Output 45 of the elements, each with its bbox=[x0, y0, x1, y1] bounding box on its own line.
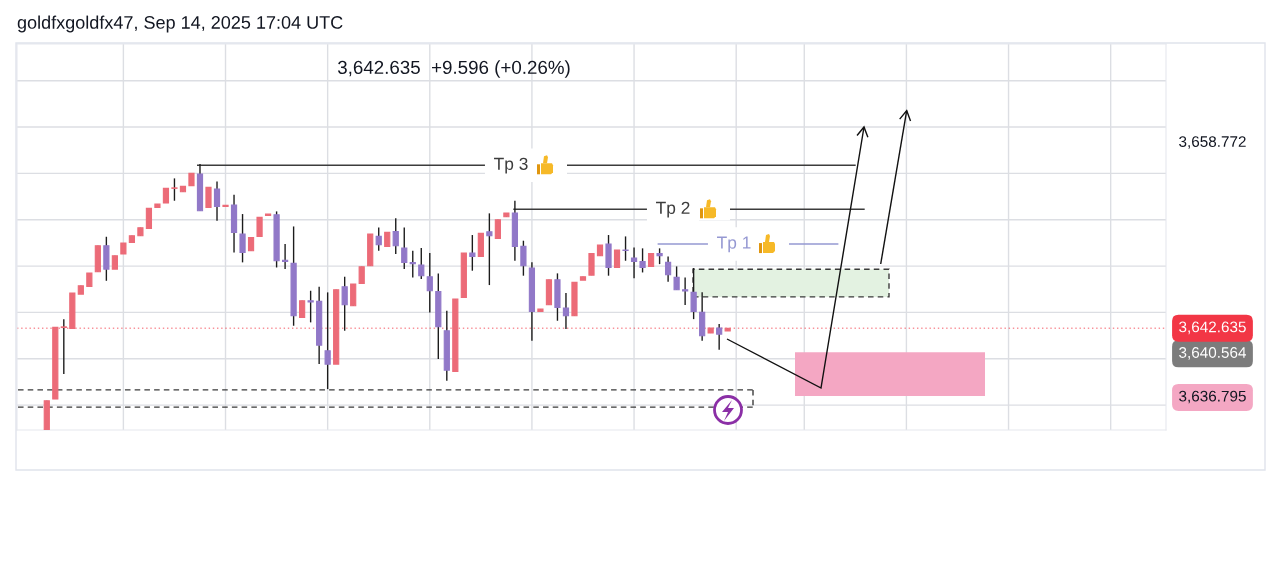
candlestick bbox=[716, 323, 723, 351]
candlestick bbox=[639, 247, 646, 274]
candlestick bbox=[622, 235, 629, 262]
annotation: 3,642.635 +9.596 (+0.26%) bbox=[337, 60, 570, 78]
candlestick bbox=[350, 283, 357, 307]
candlestick bbox=[341, 276, 348, 332]
y-tick-label: 3,640.564 bbox=[1179, 347, 1247, 360]
ref-line-label: 3,642.635 bbox=[1179, 321, 1246, 335]
candlestick bbox=[213, 180, 221, 222]
candlestick bbox=[281, 243, 289, 270]
candlestick bbox=[494, 219, 501, 240]
candlestick bbox=[205, 186, 212, 209]
candlestick bbox=[673, 265, 680, 291]
candlestick bbox=[426, 252, 433, 314]
candlestick bbox=[392, 217, 399, 255]
candlestick bbox=[256, 216, 263, 237]
ref-line-label: Tp 1 bbox=[717, 236, 751, 253]
candlestick bbox=[239, 213, 246, 264]
candlestick bbox=[605, 234, 612, 277]
candlestick bbox=[171, 177, 178, 202]
ref-line-label: Tp 2 bbox=[656, 201, 690, 218]
candlestick bbox=[477, 232, 484, 258]
y-tick-label: 3,658.772 bbox=[1179, 136, 1246, 149]
candlestick bbox=[520, 240, 527, 277]
candlestick bbox=[60, 318, 67, 375]
chart-title: goldfxgoldfx47, Sep 14, 2025 17:04 UTC bbox=[17, 15, 343, 33]
candlestick bbox=[145, 207, 153, 229]
candlestick bbox=[324, 291, 331, 390]
candlestick bbox=[486, 212, 493, 286]
candlestick bbox=[409, 250, 416, 279]
candlestick bbox=[630, 246, 638, 280]
ref-line-label: Tp 3 bbox=[494, 157, 528, 174]
candlestick bbox=[418, 247, 425, 280]
candlestick bbox=[307, 290, 314, 324]
candlestick bbox=[690, 267, 697, 320]
y-tick-label: 3,636.795 bbox=[1179, 390, 1246, 404]
candlestick bbox=[664, 255, 672, 283]
candlestick bbox=[103, 236, 110, 282]
candlestick bbox=[469, 234, 476, 272]
candlestick bbox=[562, 292, 570, 330]
candlestick bbox=[401, 226, 408, 270]
candlestick bbox=[588, 252, 595, 276]
candlestick bbox=[699, 291, 706, 342]
candlestick bbox=[375, 226, 382, 252]
candlestick bbox=[682, 276, 689, 306]
